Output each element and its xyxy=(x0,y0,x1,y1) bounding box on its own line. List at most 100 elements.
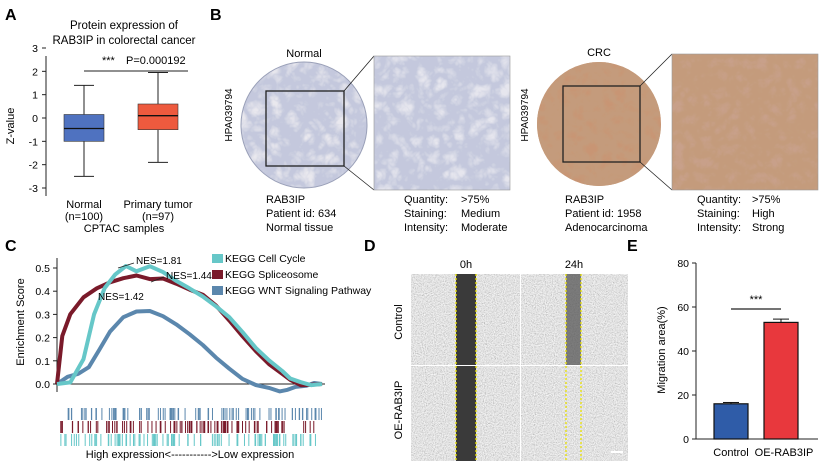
normal-info-gene: RAB3IP xyxy=(266,194,305,206)
panel-label-a: A xyxy=(5,7,17,24)
panel-c-gsea: Enrichment Score 0.5 0.4 0.3 0.2 0.1 0.0 NES=… xyxy=(15,253,372,461)
panel-c-lines xyxy=(55,264,323,394)
y-tick-label: 40 xyxy=(677,346,689,358)
normal-zoom-box xyxy=(265,90,345,167)
panel-label-c: C xyxy=(5,238,17,255)
panel-a-sig-stars: *** xyxy=(102,55,116,67)
crc-info-gene: RAB3IP xyxy=(565,194,604,206)
panel-a-pvalue: P=0.000192 xyxy=(126,55,186,67)
y-tick-label: 0.0 xyxy=(35,379,50,391)
y-tick-label: -2 xyxy=(29,160,38,172)
normal-intensity-key: Intensity: xyxy=(404,222,448,234)
crc-tissue-core-image xyxy=(537,62,661,186)
y-tick-label: 0.3 xyxy=(35,309,50,321)
legend-swatch-cell-cycle xyxy=(212,254,223,263)
y-tick-label: 0.1 xyxy=(35,356,50,368)
crc-zoom-box xyxy=(562,85,641,163)
wound-image-oe-24h xyxy=(521,366,628,461)
normal-quantity-val: >75% xyxy=(461,194,490,206)
wound-image-oe-0h xyxy=(411,366,520,461)
nes-label-spliceosome: NES=1.44 xyxy=(166,271,212,282)
panel-a-group1-name: Normal xyxy=(66,199,101,211)
normal-zoom-image xyxy=(373,55,511,191)
panel-a-group2-name: Primary tumor xyxy=(123,199,192,211)
crc-info-patient: Patient id: 1958 xyxy=(565,208,641,220)
crc-staining-key: Staining: xyxy=(697,208,740,220)
crc-staining-val: High xyxy=(752,208,775,220)
bar-control xyxy=(713,403,749,440)
y-tick-label: 0.4 xyxy=(35,286,50,298)
normal-intensity-val: Moderate xyxy=(461,222,507,234)
normal-info-tissue: Normal tissue xyxy=(266,222,333,234)
crc-intensity-key: Intensity: xyxy=(697,222,741,234)
panel-a-ylabel: Z-value xyxy=(5,108,17,145)
panel-c-xlabel: High expression<----------->Low expressi… xyxy=(86,449,294,461)
crc-quantity-val: >75% xyxy=(752,194,781,206)
legend-swatch-spliceosome xyxy=(212,270,223,279)
panel-a-boxplot: Protein expression of RAB3IP in colorect… xyxy=(5,20,196,235)
box-primary-tumor xyxy=(137,103,179,130)
panel-e-cat-control: Control xyxy=(713,447,748,459)
nes-label-cell-cycle: NES=1.81 xyxy=(136,256,182,267)
y-tick-label: 3 xyxy=(32,43,38,55)
panel-label-b: B xyxy=(210,7,222,24)
panel-a-group1-n: (n=100) xyxy=(65,211,103,223)
panel-b-crc-title: CRC xyxy=(587,47,611,59)
panel-b-antibody-normal: HPA039794 xyxy=(224,88,235,142)
legend-wnt: KEGG WNT Signaling Pathway xyxy=(225,285,372,297)
normal-staining-val: Medium xyxy=(461,208,500,220)
panel-label-d: D xyxy=(364,238,376,255)
bar-oe-rab3ip xyxy=(763,321,799,440)
panel-b-normal-title: Normal xyxy=(286,48,321,60)
panel-c-barcode xyxy=(60,408,322,446)
normal-info-patient: Patient id: 634 xyxy=(266,208,336,220)
panel-e-yticks: 80 60 40 20 0 xyxy=(677,258,696,446)
panel-label-e: E xyxy=(627,238,638,255)
y-tick-label: 1 xyxy=(32,90,38,102)
normal-staining-key: Staining: xyxy=(404,208,447,220)
y-tick-label: 0 xyxy=(32,113,38,125)
panel-d-row-oe: OE-RAB3IP xyxy=(393,381,405,440)
y-tick-label: -3 xyxy=(29,183,38,195)
panel-e-bars xyxy=(713,318,799,440)
normal-tissue-core-image xyxy=(240,61,368,189)
crc-intensity-val: Strong xyxy=(752,222,784,234)
panel-e-ylabel: Migration area(%) xyxy=(656,306,668,393)
panel-b-antibody-crc: HPA039794 xyxy=(520,88,531,142)
y-tick-label: 0 xyxy=(683,434,689,446)
nes-label-wnt: NES=1.42 xyxy=(98,292,144,303)
panel-b-ihc: Normal CRC HPA039794 HPA039794 xyxy=(224,47,819,234)
panel-a-xlabel: CPTAC samples xyxy=(84,223,165,235)
line-cell-cycle xyxy=(56,264,323,388)
panel-a-boxes xyxy=(63,72,179,177)
panel-c-yticks: 0.5 0.4 0.3 0.2 0.1 0.0 xyxy=(35,263,57,391)
panel-d-row-control: Control xyxy=(393,304,405,339)
panel-d-time0: 0h xyxy=(460,259,472,271)
wound-image-control-0h xyxy=(411,274,520,365)
panel-a-yticks: 3 2 1 0 -1 -2 -3 xyxy=(29,43,46,195)
legend-swatch-wnt xyxy=(212,286,223,295)
line-wnt xyxy=(55,309,323,394)
panel-e-sig: *** xyxy=(750,294,764,306)
panel-a-group2-n: (n=97) xyxy=(142,211,174,223)
normal-quantity-key: Quantity: xyxy=(404,194,448,206)
y-tick-label: -1 xyxy=(29,136,38,148)
panel-d-time24: 24h xyxy=(565,259,583,271)
crc-zoom-image xyxy=(671,53,819,191)
panel-a-title-line1: Protein expression of xyxy=(70,20,179,32)
legend-cell-cycle: KEGG Cell Cycle xyxy=(225,253,306,265)
panel-a-title-line2: RAB3IP in colorectal cancer xyxy=(53,35,196,47)
crc-quantity-key: Quantity: xyxy=(697,194,741,206)
y-tick-label: 60 xyxy=(677,302,689,314)
y-tick-label: 0.2 xyxy=(35,333,50,345)
legend-spliceosome: KEGG Spliceosome xyxy=(225,269,319,281)
wound-image-control-24h xyxy=(521,274,628,365)
y-tick-label: 2 xyxy=(32,66,38,78)
y-tick-label: 20 xyxy=(677,390,689,402)
panel-d-wound-healing: 0h 24h Control OE-RAB3IP xyxy=(393,259,628,461)
panel-e-cat-oe: OE-RAB3IP xyxy=(755,447,814,459)
panel-c-ylabel: Enrichment Score xyxy=(15,278,27,365)
y-tick-label: 0.5 xyxy=(35,263,50,275)
y-tick-label: 80 xyxy=(677,258,689,270)
